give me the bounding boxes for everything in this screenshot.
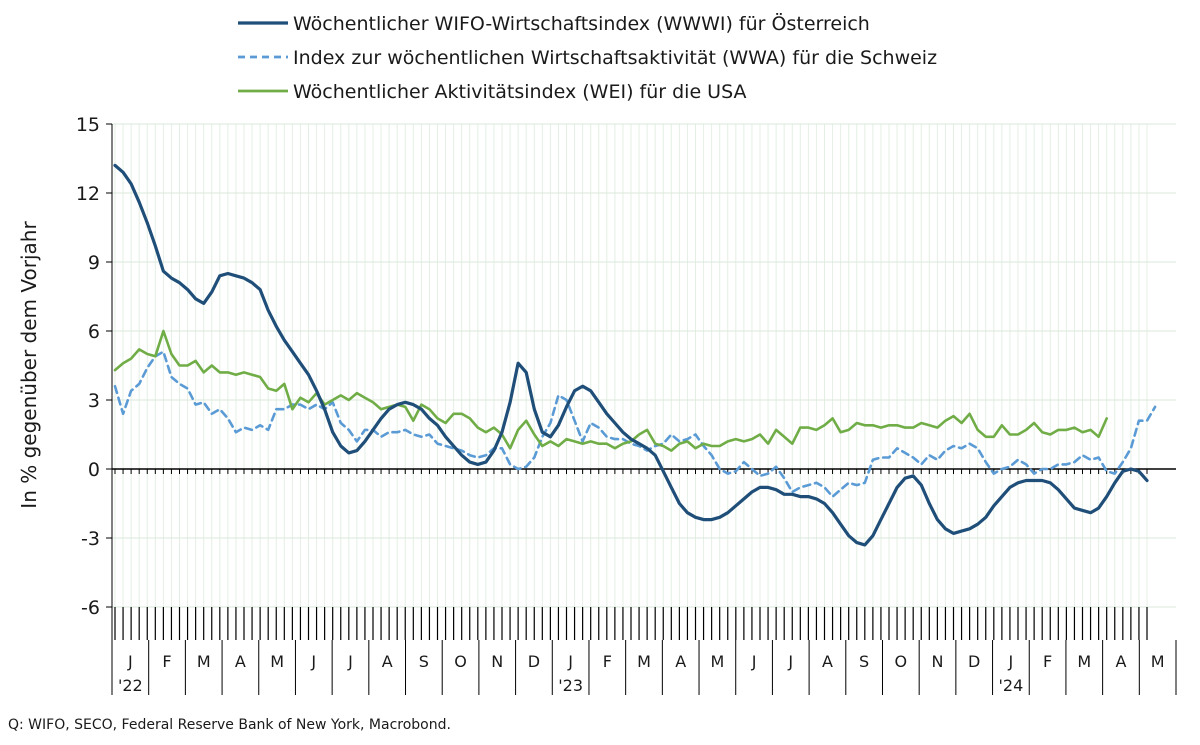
x-tick-label: N [491,652,503,671]
year-label: '24 [999,676,1024,695]
y-tick-label: 9 [88,252,100,274]
x-tick-label: M [1077,652,1091,671]
x-tick-label: F [162,652,171,671]
x-tick-label: J [751,652,757,671]
x-tick-label: M [270,652,284,671]
y-axis-label: In % gegenüber dem Vorjahr [17,221,41,509]
x-tick-label: M [1151,652,1165,671]
y-tick-label: -3 [81,528,100,550]
x-tick-label: A [1115,652,1126,671]
year-label: '22 [118,676,143,695]
x-tick-label: J [347,652,353,671]
series-line-2 [113,350,1157,498]
x-tick-label: D [528,652,540,671]
x-tick-label: M [710,652,724,671]
x-tick-label: D [968,652,980,671]
legend: Wöchentlicher WIFO-Wirtschaftsindex (WWW… [238,12,937,103]
x-tick-label: O [895,652,908,671]
x-tick-label: F [1043,652,1052,671]
x-tick-label: A [675,652,686,671]
legend-label-1: Wöchentlicher WIFO-Wirtschaftsindex (WWW… [293,12,870,35]
x-tick-label: N [932,652,944,671]
year-label: '23 [558,676,583,695]
x-tick-label: M [197,652,211,671]
y-tick-label: 3 [88,390,100,412]
x-tick-label: J [1008,652,1014,671]
legend-label-3: Wöchentlicher Aktivitätsindex (WEI) für … [293,81,747,103]
x-tick-label: A [382,652,393,671]
x-tick-label: A [235,652,246,671]
series-line-3 [113,329,1108,452]
x-tick-label: J [787,652,793,671]
y-tick-label: 12 [76,183,100,205]
grid [112,123,1176,608]
x-tick-label: S [859,652,869,671]
x-tick-label: F [603,652,612,671]
series-line-1 [113,163,1149,547]
legend-label-2: Index zur wöchentlichen Wirtschaftsaktiv… [293,47,937,69]
x-tick-label: S [419,652,429,671]
x-tick-label: J [310,652,316,671]
x-tick-label: A [822,652,833,671]
x-tick-label: M [637,652,651,671]
y-tick-label: 6 [88,321,100,343]
x-tick-label: J [567,652,573,671]
series [113,163,1157,547]
y-tick-label: 0 [88,459,100,481]
y-tick-label: -6 [81,597,100,619]
axes: 15 12 9 6 3 0 -3 -6 J F M A M J J A S O N D J F M A M J J A S O N D J F M A… [76,114,1177,695]
y-tick-label: 15 [76,114,100,136]
x-tick-label: O [454,652,467,671]
source-note: Q: WIFO, SECO, Federal Reserve Bank of N… [8,717,451,733]
x-tick-label: J [127,652,133,671]
